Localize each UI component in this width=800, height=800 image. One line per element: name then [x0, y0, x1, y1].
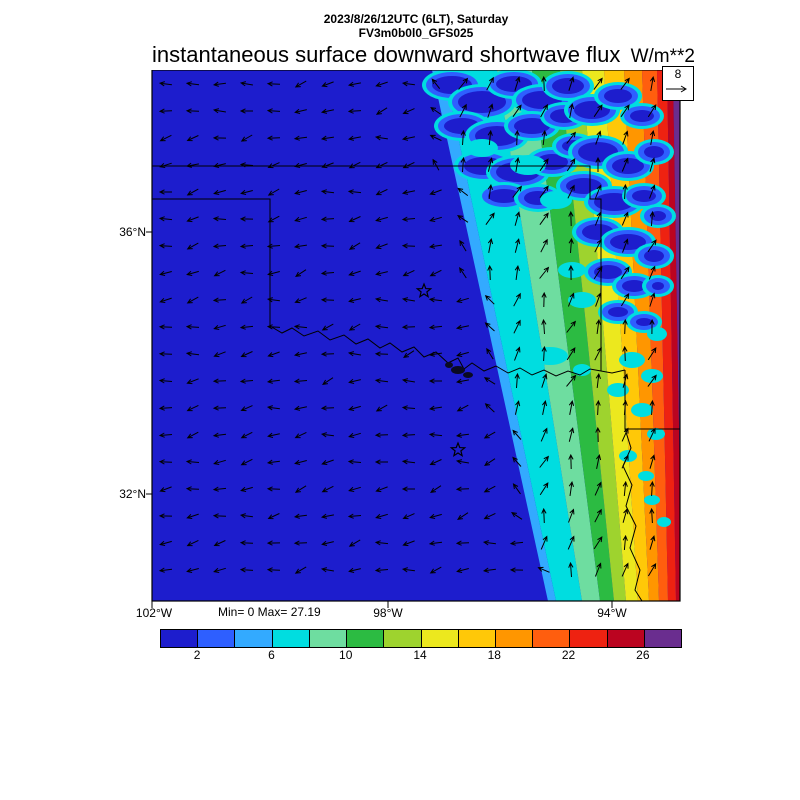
lon-label-94w: 94°W: [597, 606, 627, 620]
colorbar-segment: [309, 630, 348, 647]
city-star-marker: [449, 441, 467, 458]
reference-vector-box: 8: [662, 66, 694, 101]
minmax-label: Min= 0 Max= 27.19: [218, 605, 321, 619]
reference-arrow-icon: [666, 85, 687, 93]
map-plot: [146, 69, 681, 608]
axis-ticks: [146, 231, 613, 608]
lon-label-98w: 98°W: [373, 606, 403, 620]
colorbar-segment: [198, 630, 236, 647]
colorbar-segment: [272, 630, 310, 647]
wind-vectors: [158, 75, 657, 578]
colorbar-segment: [458, 630, 496, 647]
colorbar-tick-label: 2: [193, 648, 201, 662]
map-contents: [146, 69, 681, 608]
lat-label-32n: 32°N: [119, 487, 146, 501]
colorbar-tick-label: 26: [636, 648, 650, 662]
reference-vector-value: 8: [674, 67, 682, 81]
colorbar-tick-label: 18: [487, 648, 501, 662]
city-star-marker: [415, 282, 433, 299]
colorbar-segment: [421, 630, 459, 647]
colorbar-segment: [644, 630, 682, 647]
colorbar-tick-label: 22: [561, 648, 576, 662]
lat-label-36n: 36°N: [119, 225, 146, 239]
lon-label-102w: 102°W: [135, 606, 173, 620]
colorbar-tick-label: 10: [339, 648, 353, 662]
colorbar: [160, 629, 682, 648]
colorbar-segment: [235, 630, 273, 647]
colorbar-tick-label: 14: [413, 648, 427, 662]
model-run-label: FV3m0b0l0_GFS025: [358, 26, 474, 40]
units-label: W/m**2: [630, 46, 695, 67]
valid-time-label: 2023/8/26/12UTC (6LT), Saturday: [323, 12, 509, 26]
map-frame: [151, 69, 681, 602]
colorbar-segment: [607, 630, 645, 647]
colorbar-segment: [533, 630, 571, 647]
colorbar-tick-label: 6: [268, 648, 275, 662]
colorbar-segment: [570, 630, 608, 647]
colorbar-segment: [161, 630, 199, 647]
colorbar-segment: [384, 630, 422, 647]
map-panel: [144, 69, 688, 614]
plot-title: instantaneous surface downward shortwave…: [152, 42, 621, 67]
colorbar-segment: [495, 630, 534, 647]
colorbar-segment: [347, 630, 385, 647]
